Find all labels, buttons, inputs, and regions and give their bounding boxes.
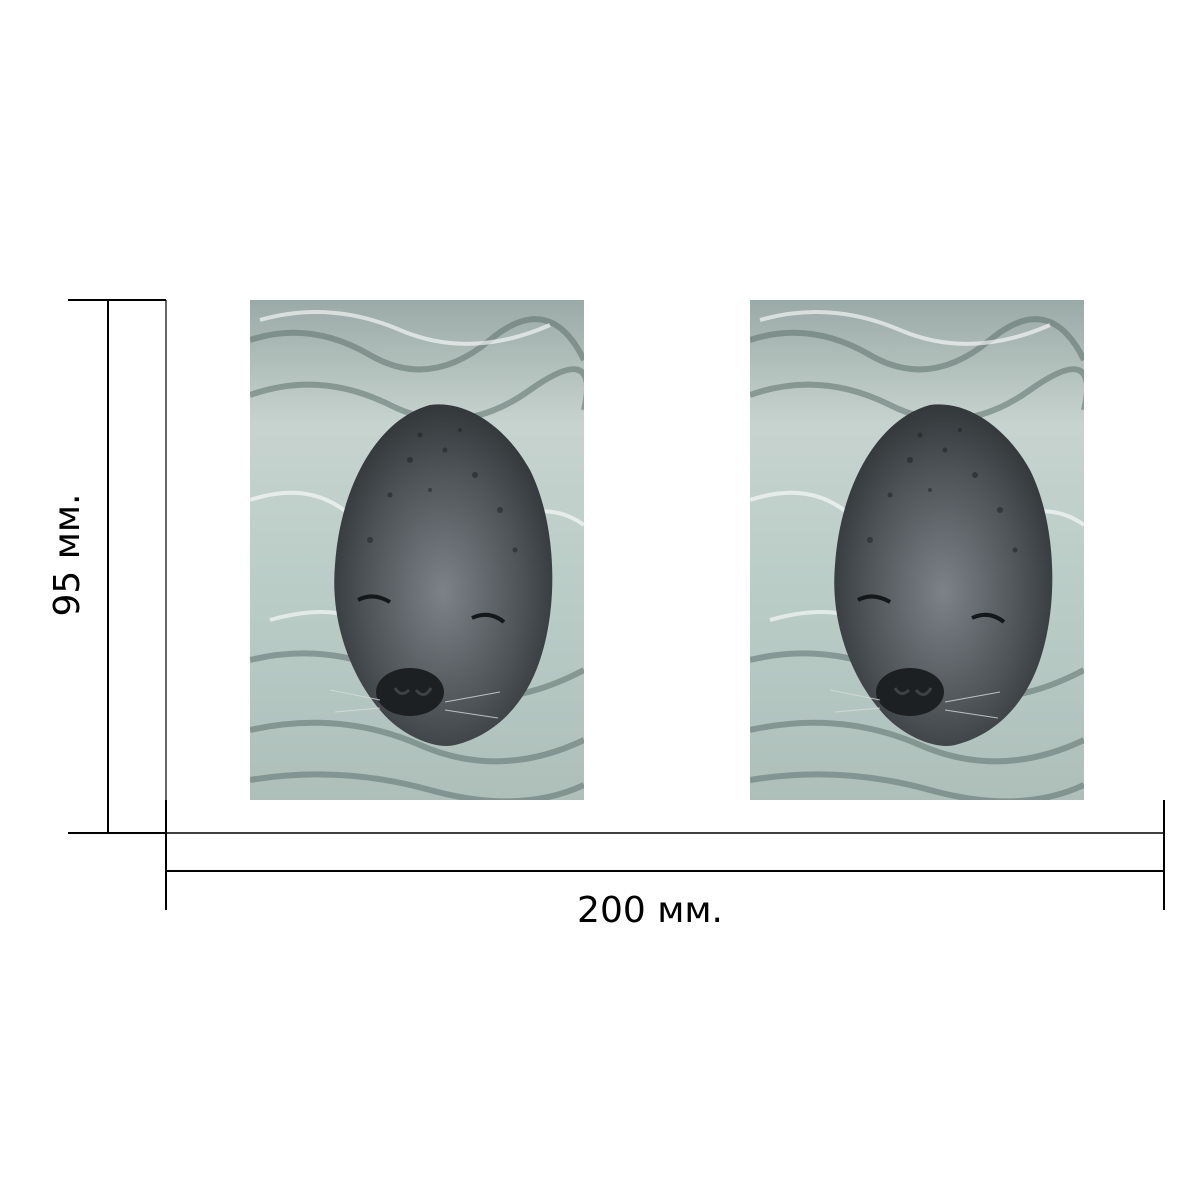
seal-image bbox=[250, 300, 584, 800]
width-label: 200 мм. bbox=[577, 890, 723, 931]
height-label: 95 мм. bbox=[47, 493, 88, 617]
seal-photo-right bbox=[750, 300, 1084, 800]
seal-image bbox=[750, 300, 1084, 800]
seal-photo-left bbox=[250, 300, 584, 800]
